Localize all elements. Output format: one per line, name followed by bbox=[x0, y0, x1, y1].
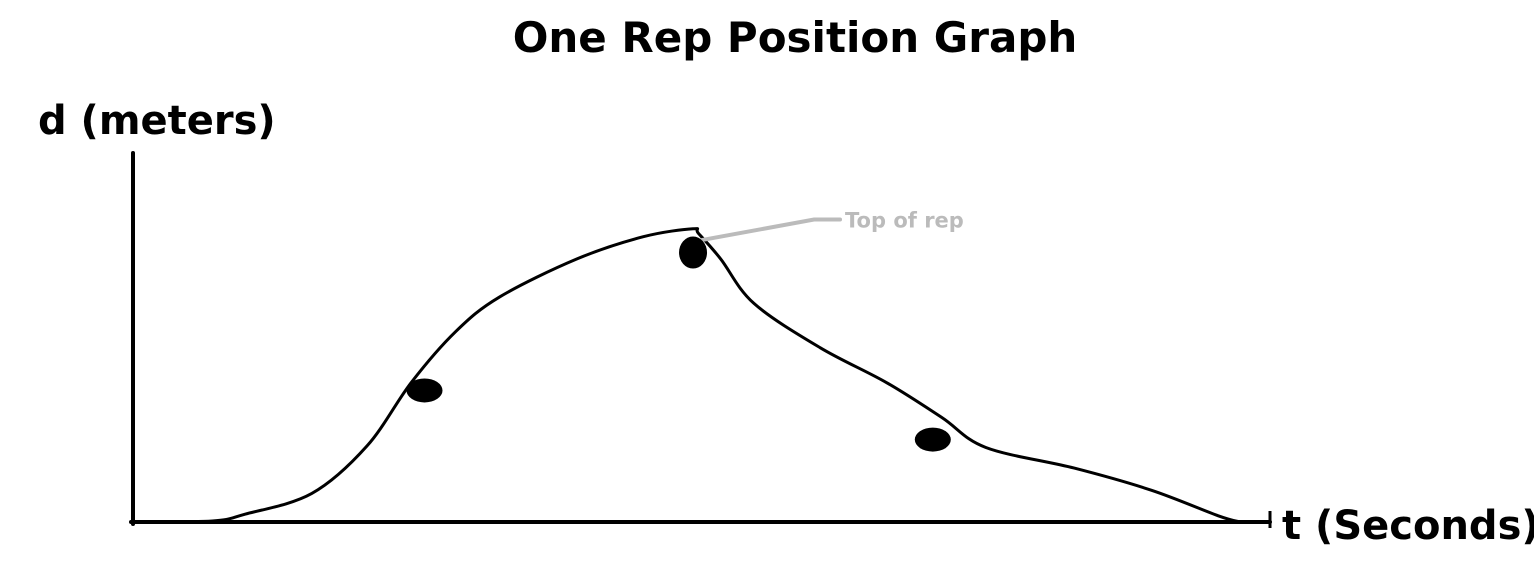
annotation-label-0: Top of rep bbox=[845, 209, 964, 233]
marker-layer bbox=[406, 236, 951, 452]
annotation-leader-line-0 bbox=[697, 217, 843, 243]
y-axis-label: d (meters) bbox=[38, 98, 276, 144]
data-point-marker-2 bbox=[914, 427, 951, 452]
series-line-0 bbox=[133, 227, 1242, 524]
chart-title: One Rep Position Graph bbox=[513, 13, 1078, 62]
series-layer bbox=[133, 227, 1242, 524]
data-point-marker-0 bbox=[406, 378, 443, 403]
annotation-layer: Top of rep bbox=[697, 209, 964, 243]
data-point-marker-1 bbox=[679, 236, 708, 269]
x-axis-label: t (Seconds) bbox=[1282, 503, 1534, 549]
